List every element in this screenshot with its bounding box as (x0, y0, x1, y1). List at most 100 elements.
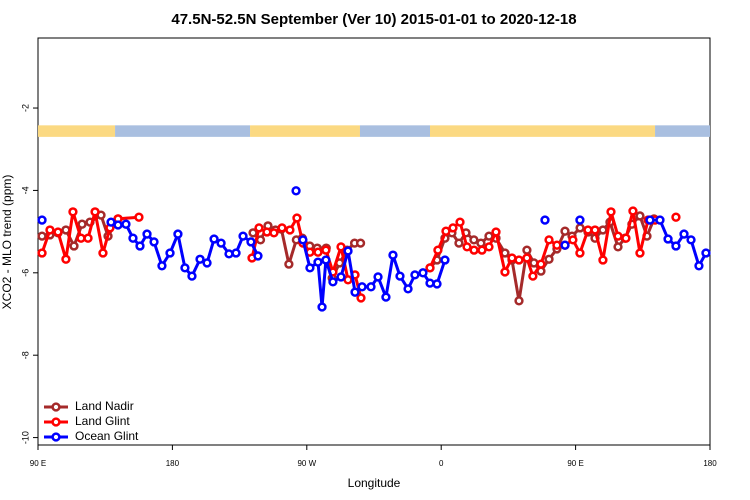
point (621, 233, 631, 243)
point (180, 263, 190, 273)
point (469, 245, 479, 255)
point (441, 226, 451, 236)
point (61, 254, 71, 264)
point (134, 212, 144, 222)
point (491, 227, 501, 237)
point (77, 219, 87, 229)
y-tick-label: -4 (20, 186, 30, 194)
point (149, 237, 159, 247)
point (544, 235, 554, 245)
point (613, 231, 623, 241)
point (469, 235, 479, 245)
point (455, 217, 465, 227)
point (328, 277, 338, 287)
land-ocean-band (115, 125, 251, 137)
x-tick-label: 180 (703, 459, 717, 468)
point (53, 227, 63, 237)
point (195, 254, 205, 264)
legend-marker (51, 417, 61, 427)
point (373, 272, 383, 282)
point (522, 253, 532, 263)
point (425, 263, 435, 273)
point (113, 220, 123, 230)
x-tick-label: 0 (439, 459, 444, 468)
point (69, 241, 79, 251)
point (544, 254, 554, 264)
point (606, 207, 616, 217)
y-tick-label: -8 (20, 351, 30, 359)
point (560, 226, 570, 236)
point (575, 215, 585, 225)
point (425, 278, 435, 288)
point (433, 245, 443, 255)
point (224, 249, 234, 259)
point (231, 248, 241, 258)
point (350, 287, 360, 297)
point (500, 267, 510, 277)
point (671, 241, 681, 251)
point (216, 238, 226, 248)
point (248, 228, 258, 238)
point (540, 215, 550, 225)
point (277, 223, 287, 233)
point (321, 255, 331, 265)
point (142, 229, 152, 239)
point (128, 233, 138, 243)
point (575, 248, 585, 258)
x-tick-label: 90 E (567, 459, 583, 468)
point (37, 231, 47, 241)
point (121, 219, 131, 229)
point (292, 213, 302, 223)
point (440, 255, 450, 265)
point (68, 207, 78, 217)
point (317, 302, 327, 312)
point (484, 242, 494, 252)
point (285, 225, 295, 235)
point (253, 251, 263, 261)
point (403, 284, 413, 294)
point (671, 212, 681, 222)
point (135, 241, 145, 251)
point (83, 233, 93, 243)
point (37, 215, 47, 225)
point (514, 255, 524, 265)
point (476, 238, 486, 248)
point (536, 259, 546, 269)
y-tick-label: -2 (20, 104, 30, 112)
point (514, 296, 524, 306)
point (635, 248, 645, 258)
point (528, 271, 538, 281)
point (418, 268, 428, 278)
point (269, 228, 279, 238)
point (663, 234, 673, 244)
x-axis-label: Longitude (348, 476, 401, 490)
legend-marker (51, 402, 61, 412)
point (448, 223, 458, 233)
y-tick-label: -10 (20, 431, 30, 444)
point (336, 272, 346, 282)
land-ocean-band (430, 125, 656, 137)
point (37, 248, 47, 258)
y-axis-label: XCO2 - MLO trend (ppm) (0, 175, 14, 310)
point (679, 229, 689, 239)
point (635, 211, 645, 221)
point (388, 250, 398, 260)
point (173, 229, 183, 239)
point (343, 246, 353, 256)
point (157, 261, 167, 271)
point (355, 238, 366, 248)
point (238, 231, 248, 241)
point (90, 207, 100, 217)
point (321, 245, 331, 255)
point (209, 234, 219, 244)
point (202, 258, 212, 268)
point (701, 248, 711, 258)
point (305, 263, 315, 273)
chart-title: 47.5N-52.5N September (Ver 10) 2015-01-0… (171, 11, 576, 28)
point (187, 271, 197, 281)
point (410, 270, 420, 280)
point (262, 227, 272, 237)
point (694, 261, 704, 271)
point (575, 223, 585, 233)
